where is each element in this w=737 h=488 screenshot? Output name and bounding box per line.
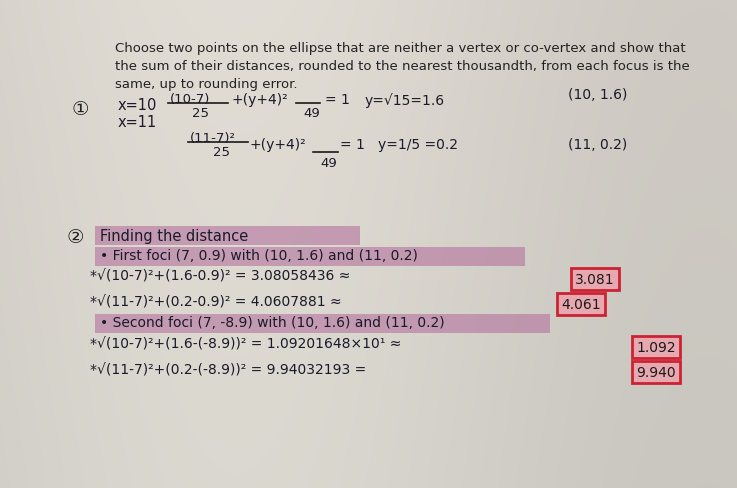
Text: (11-7)²: (11-7)² bbox=[190, 132, 236, 145]
Text: y=1/5 =0.2: y=1/5 =0.2 bbox=[378, 138, 458, 152]
Text: 25: 25 bbox=[213, 146, 230, 159]
Text: Finding the distance: Finding the distance bbox=[100, 228, 248, 244]
Text: *√(11-7)²+(0.2-(-8.9))² = 9.94032193 =: *√(11-7)²+(0.2-(-8.9))² = 9.94032193 = bbox=[90, 362, 366, 376]
Text: (10-7): (10-7) bbox=[170, 93, 210, 106]
Bar bbox=[95, 226, 360, 245]
Text: 3.081: 3.081 bbox=[575, 272, 615, 286]
Text: the sum of their distances, rounded to the nearest thousandth, from each focus i: the sum of their distances, rounded to t… bbox=[115, 60, 690, 73]
Text: *√(10-7)²+(1.6-(-8.9))² = 1.09201648×10¹ ≈: *√(10-7)²+(1.6-(-8.9))² = 1.09201648×10¹… bbox=[90, 337, 402, 351]
Text: = 1: = 1 bbox=[325, 93, 350, 107]
Text: +(y+4)²: +(y+4)² bbox=[232, 93, 289, 107]
Text: *√(10-7)²+(1.6-0.9)² = 3.08058436 ≈: *√(10-7)²+(1.6-0.9)² = 3.08058436 ≈ bbox=[90, 269, 350, 284]
Text: same, up to rounding error.: same, up to rounding error. bbox=[115, 78, 298, 91]
Text: (11, 0.2): (11, 0.2) bbox=[568, 138, 627, 152]
Text: = 1: = 1 bbox=[340, 138, 365, 152]
Text: Choose two points on the ellipse that are neither a vertex or co-vertex and show: Choose two points on the ellipse that ar… bbox=[115, 42, 685, 55]
Text: • Second foci (7, -8.9) with (10, 1.6) and (11, 0.2): • Second foci (7, -8.9) with (10, 1.6) a… bbox=[100, 315, 444, 329]
Bar bbox=[95, 247, 525, 266]
Text: ②: ② bbox=[66, 227, 84, 246]
Text: y=√15=1.6: y=√15=1.6 bbox=[365, 93, 445, 107]
Text: x=10: x=10 bbox=[118, 98, 158, 113]
Text: +(y+4)²: +(y+4)² bbox=[250, 138, 307, 152]
Text: 49: 49 bbox=[303, 107, 320, 120]
Text: 1.092: 1.092 bbox=[636, 340, 676, 354]
Text: • First foci (7, 0.9) with (10, 1.6) and (11, 0.2): • First foci (7, 0.9) with (10, 1.6) and… bbox=[100, 248, 418, 263]
Text: 4.061: 4.061 bbox=[561, 297, 601, 311]
Text: ①: ① bbox=[71, 100, 88, 119]
Text: (10, 1.6): (10, 1.6) bbox=[568, 88, 627, 102]
Text: *√(11-7)²+(0.2-0.9)² = 4.0607881 ≈: *√(11-7)²+(0.2-0.9)² = 4.0607881 ≈ bbox=[90, 294, 342, 308]
Text: 49: 49 bbox=[320, 157, 337, 170]
Text: 25: 25 bbox=[192, 107, 209, 120]
Text: 9.940: 9.940 bbox=[636, 365, 676, 379]
Bar bbox=[95, 314, 550, 333]
Text: x=11: x=11 bbox=[118, 115, 157, 130]
